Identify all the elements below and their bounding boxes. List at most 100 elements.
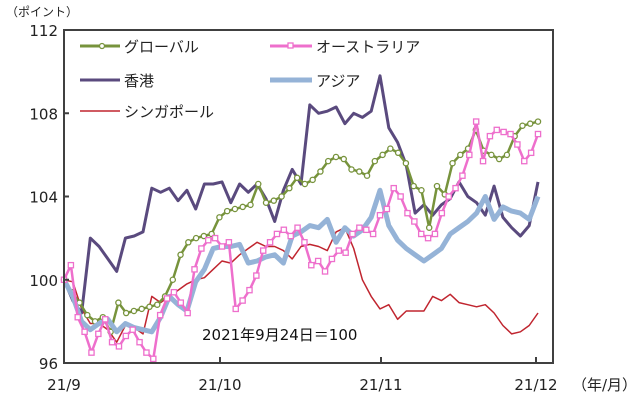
square-marker-icon bbox=[253, 272, 260, 279]
square-marker-icon bbox=[280, 226, 288, 234]
square-marker-icon bbox=[101, 316, 109, 323]
circle-marker-icon bbox=[519, 122, 526, 129]
square-marker-icon bbox=[390, 184, 397, 192]
square-marker-icon bbox=[431, 230, 439, 238]
legend-label: シンガポール bbox=[124, 103, 214, 121]
square-marker-icon bbox=[328, 255, 336, 263]
square-marker-icon bbox=[246, 286, 253, 294]
circle-marker-icon bbox=[488, 151, 495, 159]
square-marker-icon bbox=[259, 247, 267, 254]
circle-marker-icon bbox=[153, 301, 161, 308]
legend-label: グローバル bbox=[124, 38, 199, 56]
square-marker-icon bbox=[301, 239, 308, 246]
circle-marker-icon bbox=[216, 214, 223, 221]
circle-marker-icon bbox=[301, 180, 309, 188]
circle-marker-icon bbox=[371, 157, 379, 165]
square-marker-icon bbox=[81, 328, 88, 336]
square-marker-icon bbox=[163, 295, 171, 302]
square-marker-icon bbox=[74, 313, 81, 321]
circle-marker-icon bbox=[255, 180, 262, 188]
circle-marker-icon bbox=[270, 197, 278, 204]
square-marker-icon bbox=[122, 332, 130, 340]
square-marker-icon bbox=[445, 193, 452, 200]
series-line-1 bbox=[62, 120, 540, 361]
square-marker-icon bbox=[191, 266, 198, 273]
square-marker-icon bbox=[150, 355, 157, 363]
square-marker-icon bbox=[369, 230, 377, 238]
circle-marker-icon bbox=[433, 182, 441, 190]
circle-marker-icon bbox=[293, 174, 301, 182]
square-marker-icon bbox=[459, 172, 466, 179]
square-marker-icon bbox=[198, 245, 205, 252]
square-marker-icon bbox=[156, 311, 164, 319]
square-marker-icon bbox=[232, 305, 239, 313]
square-marker-icon bbox=[308, 261, 315, 269]
square-marker-icon bbox=[287, 42, 294, 49]
square-marker-icon bbox=[472, 118, 480, 125]
square-marker-icon bbox=[342, 249, 349, 256]
y-axis-unit-label: （ポイント） bbox=[6, 5, 78, 19]
circle-marker-icon bbox=[138, 305, 145, 313]
square-marker-icon bbox=[95, 330, 102, 338]
circle-marker-icon bbox=[169, 276, 177, 283]
legend-item-singapore: シンガポール bbox=[80, 103, 214, 121]
circle-marker-icon bbox=[387, 145, 394, 152]
square-marker-icon bbox=[273, 230, 281, 238]
square-marker-icon bbox=[493, 126, 501, 134]
circle-marker-icon bbox=[231, 205, 239, 213]
square-marker-icon bbox=[170, 288, 178, 296]
square-marker-icon bbox=[534, 130, 542, 138]
circle-marker-icon bbox=[449, 159, 456, 167]
plot-area bbox=[60, 29, 554, 364]
square-marker-icon bbox=[239, 297, 246, 304]
legend-item-global: グローバル bbox=[80, 38, 199, 56]
circle-marker-icon bbox=[332, 153, 340, 161]
x-tick-label: 21/9 bbox=[47, 376, 81, 394]
circle-marker-icon bbox=[130, 307, 138, 315]
square-marker-icon bbox=[211, 234, 219, 242]
square-marker-icon bbox=[225, 239, 233, 246]
circle-marker-icon bbox=[356, 168, 363, 175]
series-line-4 bbox=[63, 226, 539, 343]
square-marker-icon bbox=[404, 209, 411, 217]
square-marker-icon bbox=[129, 326, 136, 333]
base-date-annotation: 2021年9月24日＝100 bbox=[202, 326, 357, 344]
circle-marker-icon bbox=[503, 151, 511, 159]
circle-marker-icon bbox=[262, 199, 270, 206]
circle-marker-icon bbox=[534, 118, 542, 125]
square-marker-icon bbox=[383, 205, 391, 213]
square-marker-icon bbox=[88, 349, 95, 356]
square-marker-icon bbox=[67, 261, 75, 269]
square-marker-icon bbox=[184, 309, 191, 317]
square-marker-icon bbox=[136, 338, 143, 346]
square-marker-icon bbox=[479, 157, 487, 165]
x-axis: 21/9 21/10 21/11 21/12 bbox=[47, 357, 558, 394]
square-marker-icon bbox=[397, 193, 404, 200]
circle-marker-icon bbox=[324, 157, 332, 165]
circle-marker-icon bbox=[278, 193, 285, 200]
circle-marker-icon bbox=[340, 155, 347, 163]
y-tick-label: 108 bbox=[29, 105, 58, 123]
circle-marker-icon bbox=[98, 42, 106, 50]
square-marker-icon bbox=[177, 299, 185, 306]
circle-marker-icon bbox=[425, 224, 433, 231]
legend-label: オーストラリア bbox=[316, 38, 420, 56]
square-marker-icon bbox=[314, 257, 322, 265]
square-marker-icon bbox=[349, 230, 356, 238]
circle-marker-icon bbox=[457, 151, 464, 159]
square-marker-icon bbox=[486, 132, 494, 140]
square-marker-icon bbox=[143, 349, 150, 356]
y-axis: 96 100 104 108 112 bbox=[29, 22, 69, 373]
circle-marker-icon bbox=[239, 203, 246, 211]
circle-marker-icon bbox=[495, 155, 503, 163]
square-marker-icon bbox=[424, 234, 432, 242]
circle-marker-icon bbox=[402, 159, 410, 167]
circle-marker-icon bbox=[192, 234, 200, 242]
x-tick-label: 21/10 bbox=[198, 376, 241, 394]
circle-marker-icon bbox=[418, 187, 425, 194]
square-marker-icon bbox=[466, 151, 473, 159]
y-tick-label: 100 bbox=[29, 272, 58, 290]
square-marker-icon bbox=[417, 230, 425, 238]
square-marker-icon bbox=[452, 184, 459, 192]
legend-label: 香港 bbox=[124, 72, 154, 90]
